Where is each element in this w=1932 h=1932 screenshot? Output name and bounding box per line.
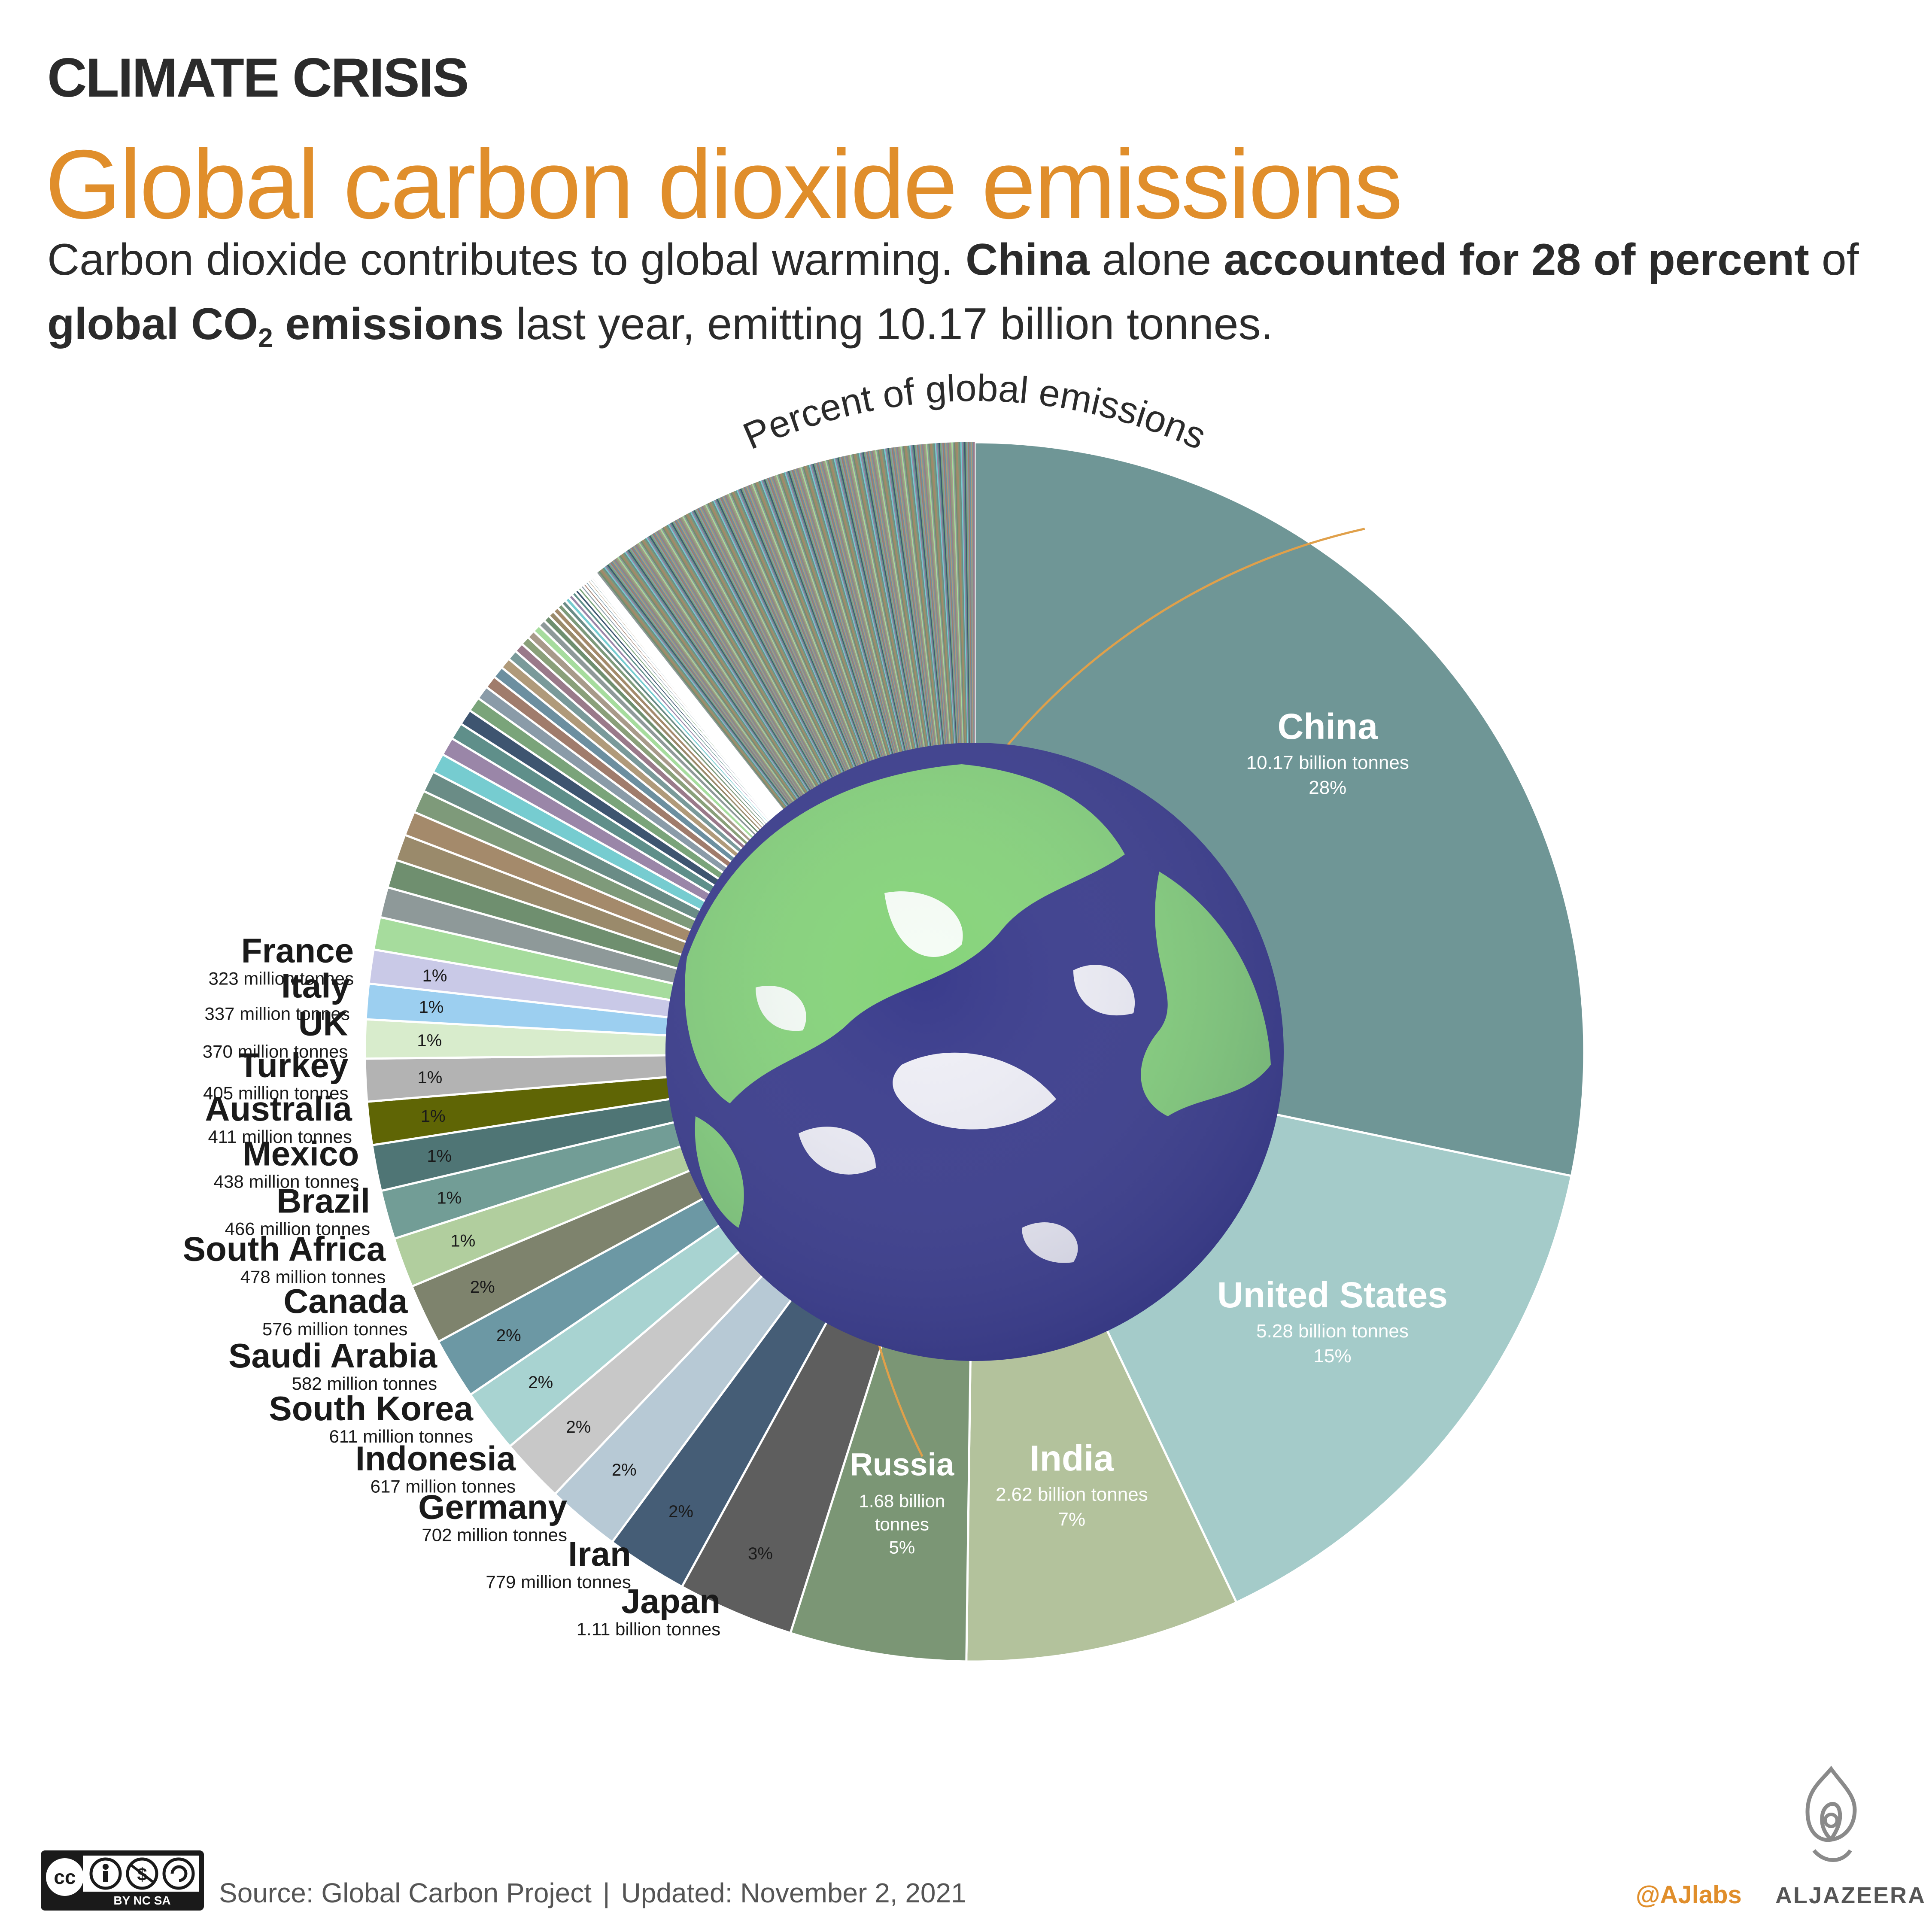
country-name-australia: Australia xyxy=(205,1090,352,1128)
country-amount-germany: 702 million tonnes xyxy=(422,1525,567,1545)
subtitle-bold: emissions xyxy=(273,299,504,349)
slice-amount: 5.28 billion tonnes xyxy=(1256,1321,1409,1342)
cc-icon: cc $ BY NC SA xyxy=(43,1853,201,1908)
country-name-indonesia: Indonesia xyxy=(355,1440,516,1478)
slice-pct-brazil: 1% xyxy=(437,1189,462,1208)
country-name-brazil: Brazil xyxy=(276,1182,370,1220)
globe-shading xyxy=(665,743,1284,1361)
footer-separator: | xyxy=(603,1877,610,1908)
slice-pct: 5% xyxy=(889,1537,915,1557)
source-text: Source: Global Carbon Project xyxy=(219,1877,592,1908)
subtitle-bold: accounted for 28 of percent xyxy=(1224,235,1809,285)
globe-illustration xyxy=(665,743,1284,1361)
creative-commons-badge: cc $ BY NC SA xyxy=(41,1850,204,1911)
country-name-south-africa: South Africa xyxy=(183,1230,386,1268)
slice-pct-italy: 1% xyxy=(419,998,444,1017)
slice-pct: 7% xyxy=(1058,1509,1086,1530)
slice-amount: 10.17 billion tonnes xyxy=(1246,752,1409,773)
slice-amount: 1.68 billion xyxy=(859,1491,945,1511)
page-title: Global carbon dioxide emissions xyxy=(45,130,1403,239)
country-amount-australia: 411 million tonnes xyxy=(208,1127,352,1147)
slice-label-china: China xyxy=(1278,706,1379,747)
updated-text: Updated: November 2, 2021 xyxy=(621,1877,966,1908)
ajlabs-handle: @AJlabs xyxy=(1636,1881,1742,1909)
subtitle-part: alone xyxy=(1089,235,1224,285)
country-amount-south-korea: 611 million tonnes xyxy=(329,1426,473,1446)
country-amount-indonesia: 617 million tonnes xyxy=(371,1476,516,1497)
country-name-italy: Italy xyxy=(281,967,350,1005)
slice-amount: 2.62 billion tonnes xyxy=(996,1484,1148,1505)
slice-amount: tonnes xyxy=(875,1514,929,1534)
country-name-mexico: Mexico xyxy=(243,1135,359,1173)
slice-pct-south-africa: 1% xyxy=(450,1231,475,1250)
slice-pct: 28% xyxy=(1309,777,1346,798)
country-amount-france: 323 million tonnes xyxy=(209,969,354,989)
country-name-uk: UK xyxy=(298,1005,348,1043)
slice-pct-indonesia: 2% xyxy=(566,1418,591,1437)
slice-pct-germany: 2% xyxy=(612,1461,637,1479)
slice-pct-canada: 2% xyxy=(470,1278,495,1297)
slice-pct-australia: 1% xyxy=(421,1107,446,1126)
subtitle-bold: China xyxy=(965,235,1090,285)
country-amount-italy: 337 million tonnes xyxy=(204,1004,350,1024)
country-name-japan: Japan xyxy=(621,1582,720,1620)
cc-label: BY NC SA xyxy=(113,1894,170,1907)
subtitle-part: Carbon dioxide contributes to global war… xyxy=(47,235,966,285)
country-name-saudi-arabia: Saudi Arabia xyxy=(228,1337,437,1375)
country-name-south-korea: South Korea xyxy=(269,1389,473,1428)
country-amount-iran: 779 million tonnes xyxy=(486,1572,631,1592)
slice-pct-saudi-arabia: 2% xyxy=(496,1326,521,1345)
footer-source: Source: Global Carbon Project | Updated: N… xyxy=(219,1877,966,1909)
country-name-canada: Canada xyxy=(283,1282,407,1320)
slice-labels: China 10.17 billion tonnes 28% United State… xyxy=(183,706,1448,1639)
slice-label-india: India xyxy=(1030,1438,1114,1479)
country-name-france: France xyxy=(241,932,354,970)
subtitle: Carbon dioxide contributes to global war… xyxy=(47,228,1893,356)
country-amount-south-africa: 478 million tonnes xyxy=(240,1267,386,1287)
country-name-iran: Iran xyxy=(568,1535,631,1573)
country-amount-mexico: 438 million tonnes xyxy=(214,1172,359,1192)
country-name-turkey: Turkey xyxy=(238,1046,349,1084)
country-amount-canada: 576 million tonnes xyxy=(262,1319,408,1339)
country-amount-turkey: 405 million tonnes xyxy=(203,1083,349,1103)
slice-pct: 15% xyxy=(1314,1346,1352,1367)
slice-pct-france: 1% xyxy=(422,966,447,985)
aljazeera-wordmark: ALJAZEERA xyxy=(1775,1883,1926,1908)
slice-pct-japan: 3% xyxy=(748,1544,773,1563)
country-amount-uk: 370 million tonnes xyxy=(203,1042,348,1062)
slice-label-united-states: United States xyxy=(1217,1275,1448,1315)
slice-pct-iran: 2% xyxy=(668,1502,693,1521)
slice-pct-turkey: 1% xyxy=(417,1068,442,1087)
subtitle-subscript: 2 xyxy=(258,323,273,353)
slice-pct-mexico: 1% xyxy=(427,1147,452,1166)
slice-pct-uk: 1% xyxy=(417,1031,442,1050)
country-amount-brazil: 466 million tonnes xyxy=(225,1218,371,1239)
aljazeera-logo-icon xyxy=(1805,1765,1857,1862)
kicker: CLIMATE CRISIS xyxy=(47,47,469,109)
slice-pct-south-korea: 2% xyxy=(528,1373,553,1392)
subtitle-part: last year, emitting 10.17 billion tonnes… xyxy=(504,299,1273,349)
subtitle-bold: global CO xyxy=(47,299,258,349)
country-name-germany: Germany xyxy=(418,1488,567,1526)
country-amount-saudi-arabia: 582 million tonnes xyxy=(292,1373,437,1394)
svg-text:cc: cc xyxy=(54,1866,76,1888)
slice-label-russia: Russia xyxy=(850,1446,955,1482)
country-amount-japan: 1.11 billion tonnes xyxy=(577,1619,720,1639)
subtitle-part: of xyxy=(1809,235,1859,285)
